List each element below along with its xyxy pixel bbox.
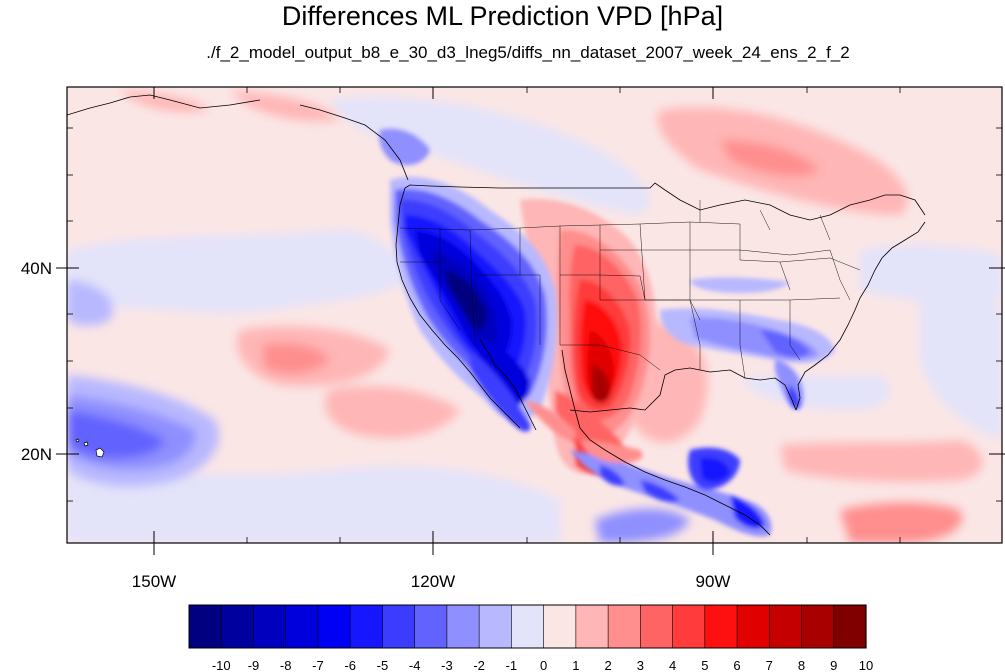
colorbar: -10 -9 -8 -7 -6 -5 -4 -3 -2 -1 0 1 2 3 4 5 6 7 8 9 10 [188, 604, 873, 672]
colorbar-swatch [833, 604, 867, 649]
colorbar-swatch [446, 604, 480, 649]
colorbar-label: 0 [540, 658, 547, 672]
colorbar-swatch [736, 604, 770, 649]
colorbar-swatch [672, 604, 706, 649]
colorbar-label: 8 [798, 658, 805, 672]
colorbar-swatch [543, 604, 577, 649]
lat-label-20n: 20N [21, 445, 52, 464]
colorbar-swatch [704, 604, 738, 649]
colorbar-label: 3 [637, 658, 644, 672]
colorbar-label: 5 [701, 658, 708, 672]
colorbar-swatch [575, 604, 609, 649]
colorbar-swatch [220, 604, 255, 649]
state-borders [399, 200, 861, 379]
map-frame [66, 86, 1003, 544]
colorbar-label: -3 [441, 658, 453, 672]
colorbar-swatch [253, 604, 287, 649]
lon-label-90w: 90W [696, 572, 731, 591]
colorbar-label: -5 [377, 658, 389, 672]
colorbar-swatch [414, 604, 448, 649]
colorbar-swatch [511, 604, 545, 649]
map-title: Differences ML Prediction VPD [hPa] [281, 1, 724, 31]
colorbar-label: 10 [859, 658, 873, 672]
major-ticks [56, 87, 1005, 555]
map-subtitle: ./f_2_model_output_b8_e_30_d3_lneg5/diff… [206, 43, 850, 62]
colorbar-label: 2 [604, 658, 611, 672]
colorbar-swatch [768, 604, 803, 649]
colorbar-frame [188, 604, 867, 649]
colorbar-label: -2 [473, 658, 485, 672]
colorbar-swatch [607, 604, 641, 649]
colorbar-label: 9 [830, 658, 837, 672]
colorbar-swatch [188, 604, 222, 649]
colorbar-swatch [349, 604, 384, 649]
lat-label-40n: 40N [21, 259, 52, 278]
colorbar-label: 1 [572, 658, 579, 672]
colorbar-label: -8 [280, 658, 292, 672]
colorbar-label: -1 [506, 658, 518, 672]
lon-label-150w: 150W [132, 572, 176, 591]
colorbar-swatch [801, 604, 835, 649]
colorbar-swatch [317, 604, 351, 649]
colorbar-swatch [640, 604, 674, 649]
colorbar-label: -7 [312, 658, 324, 672]
colorbar-label: -10 [212, 658, 231, 672]
colorbar-label: -6 [344, 658, 356, 672]
colorbar-swatch [285, 604, 319, 649]
lon-label-120w: 120W [411, 572, 455, 591]
colorbar-swatch [382, 604, 416, 649]
minor-ticks [67, 87, 1002, 543]
colorbar-label: 6 [733, 658, 740, 672]
colorbar-label: -4 [409, 658, 421, 672]
map-field [67, 87, 1002, 543]
colorbar-swatch [478, 604, 512, 649]
colorbar-label: 7 [766, 658, 773, 672]
colorbar-label: 4 [669, 658, 676, 672]
colorbar-label: -9 [248, 658, 260, 672]
